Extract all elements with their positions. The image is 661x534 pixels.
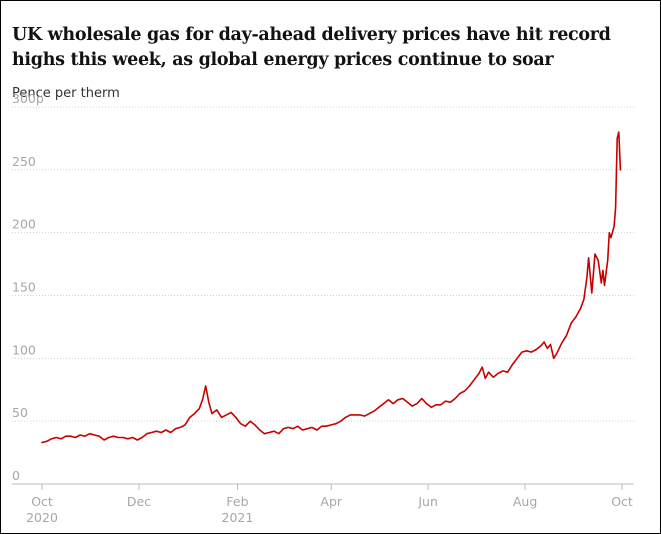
x-tick-label: Feb	[226, 494, 248, 509]
x-tick-year-label: 2021	[222, 510, 254, 525]
x-tick-label: Oct	[611, 494, 633, 509]
y-tick-label: 150	[12, 280, 36, 295]
y-tick-label: 50	[12, 405, 28, 420]
y-tick-label: 300p	[12, 91, 44, 106]
y-tick-label: 200	[12, 217, 36, 232]
y-tick-label: 0	[12, 468, 20, 483]
x-tick-label: Apr	[320, 494, 342, 509]
chart-title: UK wholesale gas for day-ahead delivery …	[12, 25, 611, 70]
x-tick-label: Dec	[127, 494, 151, 509]
x-tick-label: Aug	[513, 494, 537, 509]
y-tick-label: 250	[12, 154, 36, 169]
x-tick-label: Jun	[417, 494, 438, 509]
y-axis-label: Pence per therm	[12, 86, 120, 101]
series-line-gas-price	[41, 131, 622, 444]
y-tick-label: 100	[12, 342, 36, 357]
x-tick-label: Oct	[31, 494, 53, 509]
x-tick-year-label: 2020	[26, 510, 58, 525]
